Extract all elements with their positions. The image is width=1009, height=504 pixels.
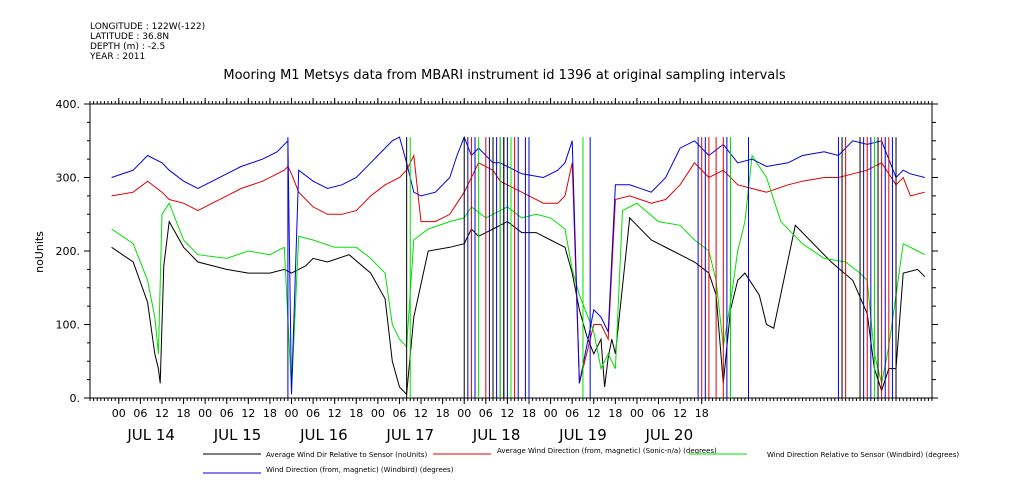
series-line-3 (111, 154, 926, 391)
x-day-label: JUL 16 (299, 426, 348, 444)
y-tick-label: 400. (56, 98, 81, 111)
y-tick-label: 0. (70, 392, 81, 405)
depth-text: DEPTH (m) : -2.5 (90, 42, 166, 52)
axes-layer: 0. 100. 200. 300. 400. 00 06 12 18 00 06 12 18 00 06 12… (56, 98, 938, 444)
y-tick-label: 200. (56, 245, 81, 258)
x-day-label: JUL 14 (126, 426, 175, 444)
x-hour-label: 06 (392, 407, 406, 420)
y-tick-label: 300. (56, 172, 81, 185)
x-hour-label: 00 (198, 407, 212, 420)
series-layer (111, 135, 926, 398)
x-hour-label: 12 (673, 407, 687, 420)
x-hour-label: 00 (371, 407, 385, 420)
x-hour-label: 00 (544, 407, 558, 420)
x-hour-label: 18 (436, 407, 450, 420)
legend-label-3: Wind Direction Relative to Sensor (Windb… (767, 451, 959, 459)
x-hour-label: 06 (306, 407, 320, 420)
year-text: YEAR : 2011 (90, 52, 146, 62)
x-hour-label: 00 (285, 407, 299, 420)
legend-label-2: Average Wind Direction (from, magnetic) … (497, 447, 717, 455)
x-hour-label: 18 (349, 407, 363, 420)
chart-title: Mooring M1 Metsys data from MBARI instru… (223, 68, 786, 83)
x-hour-label: 06 (133, 407, 147, 420)
x-hour-label: 18 (263, 407, 277, 420)
x-day-label: JUL 17 (385, 426, 434, 444)
x-hour-label: 18 (177, 407, 191, 420)
legend: Average Wind Dir Relative to Sensor (noU… (203, 447, 959, 474)
x-hour-label: 00 (630, 407, 644, 420)
legend-label-1: Average Wind Dir Relative to Sensor (noU… (266, 451, 427, 459)
x-hour-label: 06 (220, 407, 234, 420)
latitude-text: LATITUDE : 36.8N (90, 32, 170, 42)
x-hour-label: 06 (479, 407, 493, 420)
x-hour-label: 12 (500, 407, 514, 420)
y-axis-label: noUnits (33, 231, 46, 273)
x-hour-label: 18 (695, 407, 709, 420)
x-hour-label: 18 (608, 407, 622, 420)
x-hour-label: 00 (112, 407, 126, 420)
x-hour-label: 00 (457, 407, 471, 420)
longitude-text: LONGITUDE : 122W(-122) (90, 22, 206, 32)
x-day-label: JUL 15 (213, 426, 262, 444)
x-hour-label: 12 (587, 407, 601, 420)
x-hour-label: 06 (652, 407, 666, 420)
x-hour-label: 12 (328, 407, 342, 420)
x-day-label: JUL 19 (558, 426, 607, 444)
x-hour-label: 18 (522, 407, 536, 420)
x-day-label: JUL 18 (472, 426, 521, 444)
x-hour-label: 06 (565, 407, 579, 420)
legend-label-4: Wind Direction (from, magnetic) (Windbir… (266, 466, 454, 474)
x-hour-label: 12 (155, 407, 169, 420)
x-hour-label: 12 (414, 407, 428, 420)
y-tick-label: 100. (56, 319, 81, 332)
metadata-block: LONGITUDE : 122W(-122) LATITUDE : 36.8N … (90, 22, 205, 62)
x-hour-label: 12 (241, 407, 255, 420)
series-line-1 (111, 216, 926, 396)
x-day-label: JUL 20 (645, 426, 694, 444)
